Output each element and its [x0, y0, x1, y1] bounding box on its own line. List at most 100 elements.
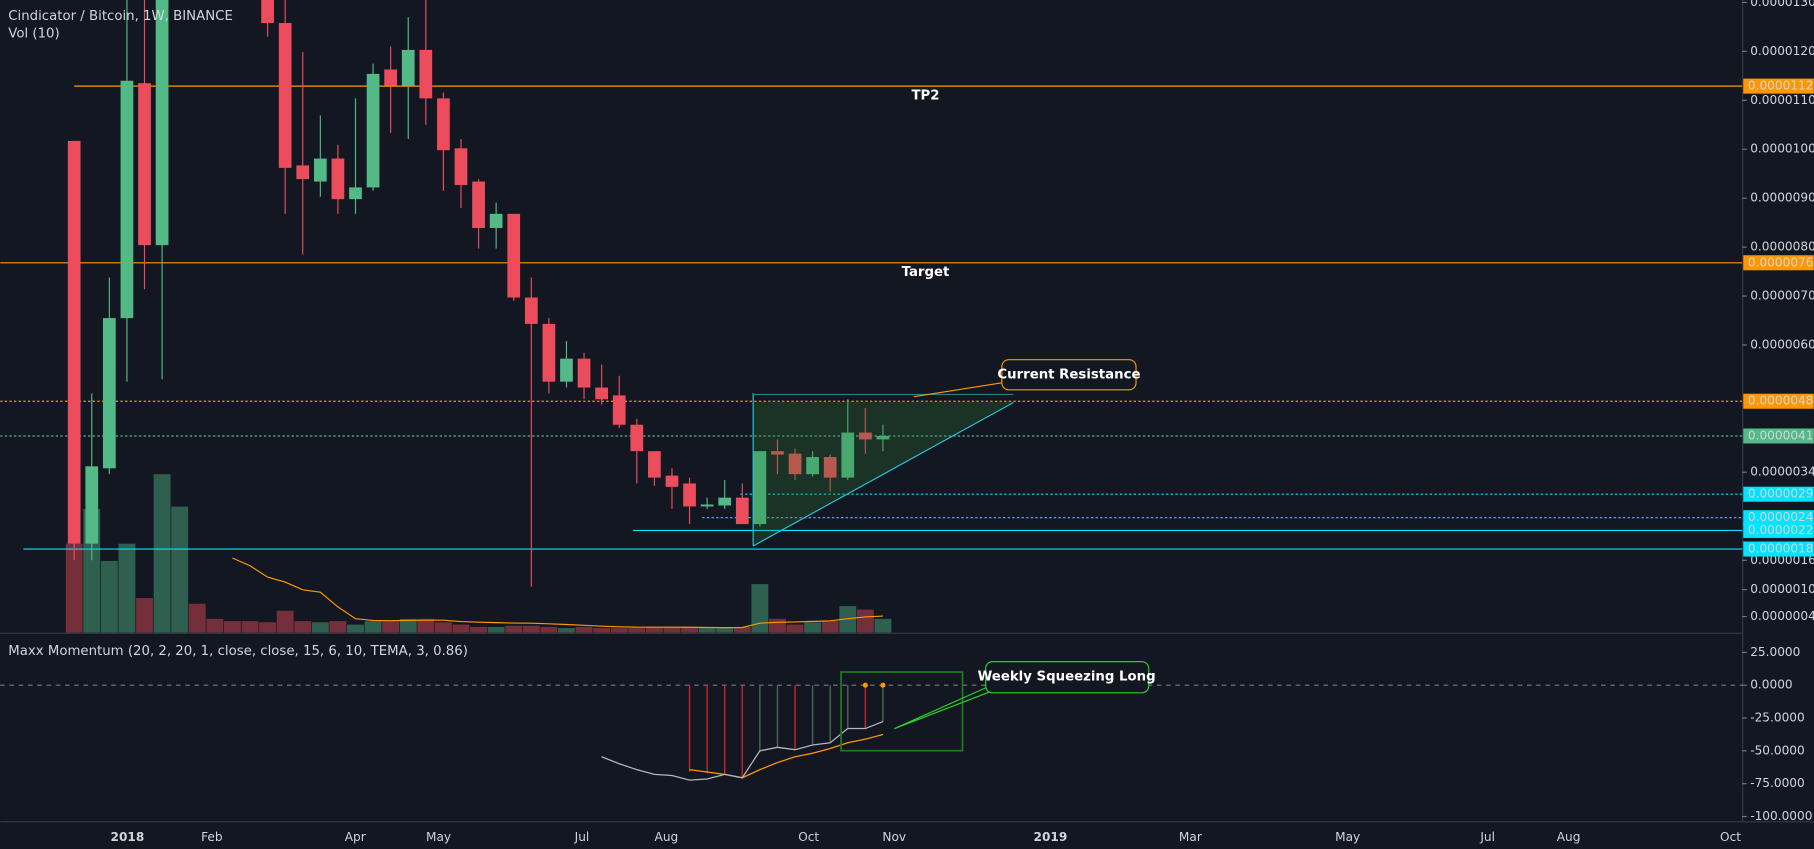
candle-body — [384, 69, 398, 86]
level-tag — [1743, 541, 1814, 557]
volume-bar — [839, 606, 857, 633]
candle-body — [67, 140, 81, 544]
price-pane — [0, 0, 1743, 633]
candle-body — [489, 213, 503, 229]
volume-bar — [821, 621, 839, 633]
x-tick-label: Jul — [1479, 830, 1495, 844]
volume-bar — [769, 618, 786, 633]
volume-bar — [294, 621, 312, 633]
level-text: Target — [902, 265, 950, 280]
volume-bar — [171, 506, 189, 633]
volume-bar — [311, 622, 329, 633]
candle-body — [454, 148, 468, 185]
candle-body — [349, 187, 362, 200]
volume-bar — [382, 621, 400, 633]
callout-pointer — [894, 684, 993, 730]
candle-body — [876, 435, 890, 440]
volume-bar — [558, 628, 575, 633]
volume-bar — [206, 618, 224, 633]
x-tick-label: 2019 — [1034, 830, 1068, 844]
volume-legend: Vol (10) — [8, 27, 59, 42]
volume-bar — [347, 624, 364, 633]
candle-body — [683, 483, 696, 507]
volume-bar — [452, 624, 470, 633]
y-tick-label: 0.00000100 — [1750, 582, 1814, 596]
volume-bar — [804, 622, 822, 633]
signal-line — [689, 733, 884, 779]
squeeze-dot — [880, 682, 886, 688]
volume-bar — [487, 626, 505, 633]
level-tag-label: 0.00001129 — [1748, 79, 1814, 93]
candle-body — [718, 497, 732, 506]
volume-bar — [241, 621, 259, 633]
x-tick-label: Oct — [1720, 830, 1741, 844]
volume-bar — [329, 621, 347, 633]
candle-body — [472, 181, 485, 229]
y-tick-label: 25.0000 — [1750, 645, 1800, 659]
x-tick-label: May — [426, 830, 451, 844]
candle-body — [542, 323, 556, 382]
volume-bar — [188, 603, 206, 633]
volume-bar — [364, 621, 382, 633]
y-tick-label: 0.00001100 — [1750, 93, 1814, 107]
candle-body — [612, 395, 626, 425]
candle-body — [560, 358, 573, 382]
volume-bar — [733, 626, 751, 633]
volume-bar — [100, 560, 118, 633]
level-tag-label: 0.00000221 — [1748, 523, 1814, 537]
callout-text: Current Resistance — [997, 368, 1140, 383]
volume-bar — [276, 610, 294, 633]
y-tick-label: 0.0000 — [1750, 678, 1792, 692]
symbol-title: Cindicator / Bitcoin, 1W, BINANCE — [8, 9, 233, 24]
x-tick-label: Nov — [882, 830, 906, 844]
volume-bar — [575, 626, 593, 633]
volume-bar — [874, 618, 892, 633]
candle-body — [85, 466, 99, 544]
level-tag-label: 0.00000295 — [1748, 487, 1814, 501]
pattern-edge — [752, 402, 1014, 547]
candle-body — [771, 451, 784, 455]
level-tag — [1743, 522, 1814, 538]
candle-body — [419, 49, 433, 99]
volume-bar — [751, 584, 769, 633]
momentum-pane — [0, 682, 1743, 781]
y-tick-label: 0.00000600 — [1750, 337, 1814, 351]
volume-bar — [259, 622, 277, 633]
candle-body — [648, 451, 661, 478]
volume-bar — [786, 624, 804, 633]
candle-body — [138, 83, 151, 246]
y-tick-label: 0.00001200 — [1750, 44, 1814, 58]
level-tag — [1743, 78, 1814, 94]
volume-bar — [663, 626, 681, 633]
volume-bar — [434, 622, 452, 633]
level-tag-label: 0.00000183 — [1748, 542, 1814, 556]
y-tick-label: 0.00000900 — [1750, 191, 1814, 205]
candle-body — [296, 165, 310, 180]
candle-body — [278, 22, 292, 168]
y-tick-label: -50.0000 — [1750, 743, 1805, 757]
volume-bar — [417, 618, 435, 633]
level-tag — [1743, 486, 1814, 502]
candle-body — [735, 497, 749, 525]
volume-bar — [856, 609, 874, 633]
y-tick-label: -25.0000 — [1750, 711, 1805, 725]
volume-bar — [593, 628, 611, 633]
callout-pointer — [913, 382, 1002, 398]
candle-body — [700, 504, 714, 507]
candle-body — [331, 158, 345, 200]
candle-body — [806, 457, 819, 475]
volume-bar — [470, 626, 488, 633]
volume-bar — [65, 543, 83, 633]
x-tick-label: Mar — [1179, 830, 1202, 844]
x-tick-label: Aug — [1557, 830, 1581, 844]
level-tag-label: 0.00000768 — [1748, 255, 1814, 269]
volume-bar — [522, 625, 540, 633]
volume-bar — [136, 598, 153, 633]
level-tag-label: 0.00000414 — [1748, 428, 1814, 442]
volume-ma — [232, 557, 883, 629]
squeeze-dot — [862, 682, 868, 688]
callout-box — [1001, 359, 1137, 391]
volume-bar — [223, 621, 241, 633]
y-tick-label: 0.00000800 — [1750, 240, 1814, 254]
